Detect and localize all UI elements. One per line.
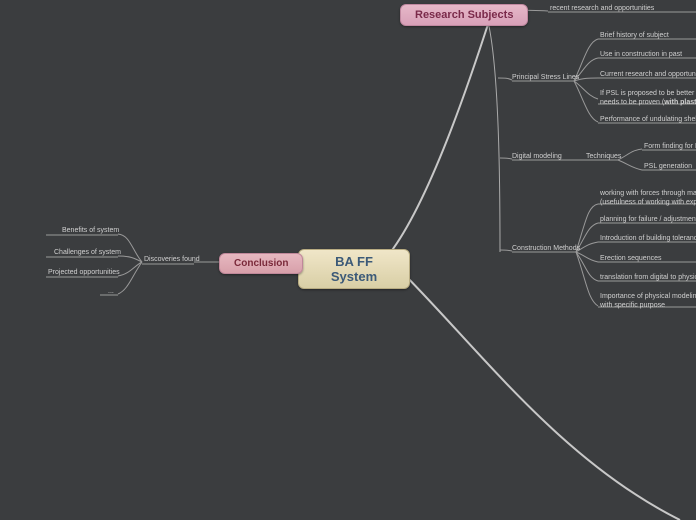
cm-node[interactable]: Construction Methods	[512, 245, 580, 254]
cm-leaf-working[interactable]: working with forces through mater (usefu…	[600, 190, 696, 208]
center-node[interactable]: BA FF System	[298, 249, 410, 289]
psl-node[interactable]: Principal Stress Lines	[512, 74, 579, 83]
left-leaf-projected[interactable]: Projected opportunities	[48, 269, 120, 278]
psl-leaf-proposed-l1: If PSL is proposed to be better tha	[600, 90, 696, 97]
cm-leaf-erection[interactable]: Erection sequences	[600, 255, 661, 264]
discoveries-node[interactable]: Discoveries found	[144, 256, 200, 265]
top-leaf-recent[interactable]: recent research and opportunities	[550, 5, 654, 14]
psl-leaf-use[interactable]: Use in construction in past	[600, 51, 682, 60]
cm-leaf-tolerances[interactable]: Introduction of building tolerances	[600, 235, 696, 244]
dm-node[interactable]: Digital modeling	[512, 153, 562, 162]
research-subjects-node[interactable]: Research Subjects	[400, 4, 528, 26]
cm-leaf-importance-l2: with specific purpose	[600, 302, 665, 309]
dm-techniques[interactable]: Techniques	[586, 153, 621, 162]
cm-leaf-importance[interactable]: Importance of physical modeling a with s…	[600, 293, 696, 311]
dm-leaf-form[interactable]: Form finding for Ba	[644, 143, 696, 152]
dm-leaf-pslgen[interactable]: PSL generation	[644, 163, 692, 172]
cm-leaf-importance-l1: Importance of physical modeling a	[600, 293, 696, 300]
left-leaf-more[interactable]: ...	[108, 288, 114, 297]
left-leaf-benefits[interactable]: Benefits of system	[62, 227, 119, 236]
left-leaf-challenges[interactable]: Challenges of system	[54, 249, 121, 258]
psl-leaf-performance[interactable]: Performance of undulating shells v	[600, 116, 696, 125]
psl-leaf-proposed-l2: needs to be proven (	[600, 99, 664, 106]
conclusion-node[interactable]: Conclusion	[219, 253, 303, 274]
psl-leaf-current[interactable]: Current research and opportunities	[600, 71, 696, 80]
cm-leaf-translation[interactable]: translation from digital to physical	[600, 274, 696, 283]
psl-leaf-history[interactable]: Brief history of subject	[600, 32, 669, 41]
cm-leaf-planning[interactable]: planning for failure / adjustments	[600, 216, 696, 225]
cm-leaf-working-l2: (usefulness of working with expres	[600, 199, 696, 206]
psl-leaf-proposed[interactable]: If PSL is proposed to be better tha need…	[600, 90, 696, 108]
cm-leaf-working-l1: working with forces through mater	[600, 190, 696, 197]
psl-leaf-proposed-bold: with plaster	[664, 99, 696, 106]
